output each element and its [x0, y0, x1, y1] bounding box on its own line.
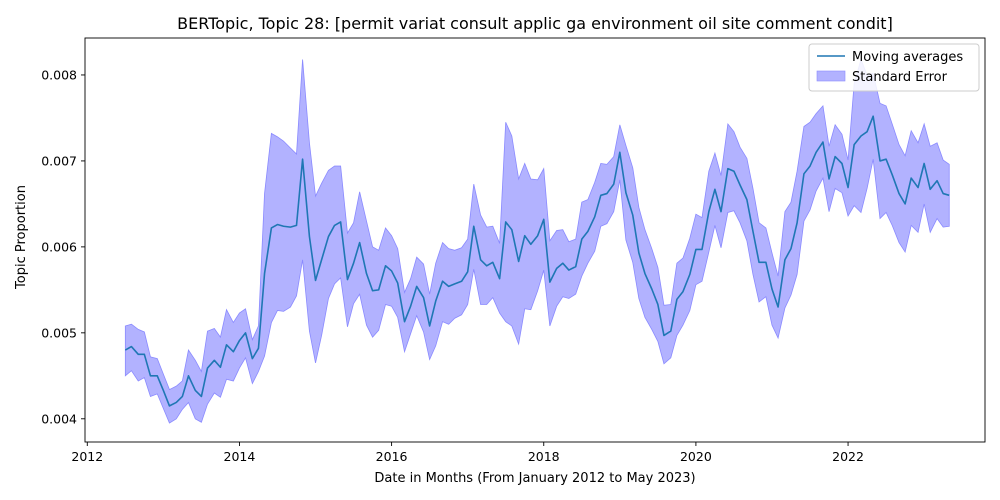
x-tick-label: 2016	[376, 449, 408, 464]
y-axis-label: Topic Proportion	[14, 185, 29, 290]
moving-average-line	[124, 115, 950, 407]
chart-title: BERTopic, Topic 28: [permit variat consu…	[177, 14, 893, 33]
legend-label-standard-error: Standard Error	[852, 70, 948, 85]
x-tick-label: 2014	[224, 449, 256, 464]
x-axis-label: Date in Months (From January 2012 to May…	[374, 471, 695, 486]
x-tick-label: 2018	[528, 449, 560, 464]
y-tick-label: 0.008	[41, 67, 77, 82]
y-tick-label: 0.005	[41, 325, 77, 340]
standard-error-band	[124, 58, 950, 424]
y-tick-label: 0.006	[41, 239, 77, 254]
x-tick-label: 2012	[71, 449, 103, 464]
y-tick-label: 0.007	[41, 153, 77, 168]
x-axis-ticks: 2012 2014 2016 2018 2020 2022	[71, 442, 864, 464]
x-tick-label: 2020	[680, 449, 712, 464]
moving-average-line-layer	[124, 115, 950, 407]
legend: Moving averages Standard Error	[808, 43, 980, 92]
plot-frame	[84, 37, 986, 443]
y-tick-label: 0.004	[41, 411, 77, 426]
x-tick-label: 2022	[832, 449, 864, 464]
axes	[84, 37, 986, 443]
standard-error-band-layer	[124, 58, 950, 424]
y-axis-ticks: 0.004 0.005 0.006 0.007 0.008	[41, 67, 85, 426]
legend-box	[808, 43, 980, 92]
legend-band-swatch	[816, 70, 846, 82]
legend-label-moving-averages: Moving averages	[852, 50, 963, 65]
